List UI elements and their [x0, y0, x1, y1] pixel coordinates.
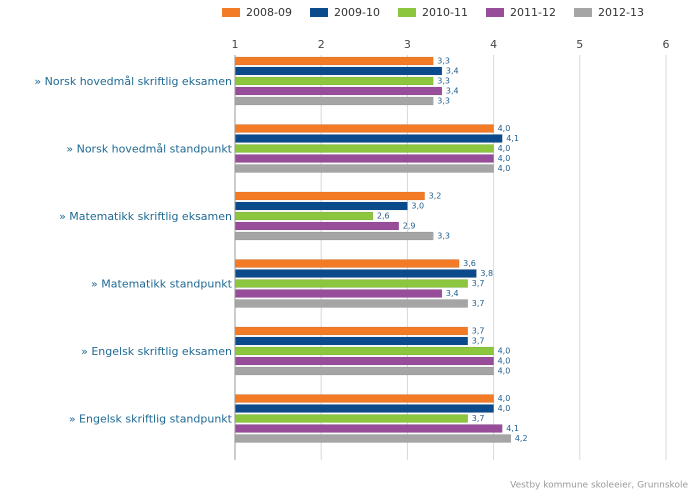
value-label: 3,3 [437, 77, 450, 86]
value-label: 3,7 [472, 279, 485, 288]
bar [234, 211, 374, 221]
value-label: 4,0 [498, 124, 511, 133]
category-label: » Matematikk standpunkt [91, 278, 233, 291]
value-label: 2,6 [377, 212, 390, 221]
x-tick-label: 6 [663, 38, 670, 51]
bar [234, 56, 434, 66]
bar [234, 221, 400, 231]
value-label: 3,3 [437, 232, 450, 241]
value-label: 3,3 [437, 97, 450, 106]
bar [234, 346, 494, 356]
value-label: 3,4 [446, 289, 459, 298]
bar [234, 394, 494, 403]
legend-swatch [398, 8, 416, 17]
bar [234, 366, 494, 376]
legend-swatch [222, 8, 240, 17]
value-label: 3,3 [437, 57, 450, 66]
legend-label: 2012-13 [598, 6, 644, 19]
value-label: 3,6 [463, 259, 476, 268]
value-label: 3,7 [472, 414, 485, 423]
bar [234, 336, 468, 346]
bar [234, 124, 494, 133]
value-label: 2,9 [403, 222, 416, 231]
value-label: 4,0 [498, 394, 511, 403]
category-label: » Norsk hovedmål standpunkt [66, 143, 232, 156]
category-label: » Engelsk skriftlig standpunkt [69, 413, 233, 426]
legend-swatch [574, 8, 592, 17]
bar [234, 356, 494, 366]
category-label: » Norsk hovedmål skriftlig eksamen [34, 75, 232, 88]
bar [234, 154, 494, 163]
bar [234, 404, 494, 413]
bar [234, 134, 503, 143]
value-label: 4,0 [498, 164, 511, 173]
bar [234, 424, 503, 433]
value-label: 4,0 [498, 367, 511, 376]
value-label: 4,0 [498, 154, 511, 163]
value-label: 4,1 [506, 134, 519, 143]
x-tick-label: 4 [490, 38, 497, 51]
x-tick-label: 3 [404, 38, 411, 51]
value-label: 3,4 [446, 67, 459, 76]
bar [234, 434, 512, 443]
value-label: 3,2 [429, 192, 442, 201]
value-label: 4,1 [506, 424, 519, 433]
legend-label: 2009-10 [334, 6, 380, 19]
bar [234, 66, 443, 76]
bar [234, 164, 494, 173]
legend-label: 2008-09 [246, 6, 292, 19]
bar [234, 279, 468, 288]
bar [234, 231, 434, 241]
value-label: 3,4 [446, 87, 459, 96]
legend-label: 2011-12 [510, 6, 556, 19]
bar [234, 201, 408, 211]
value-label: 3,7 [472, 337, 485, 346]
bar [234, 326, 468, 336]
bar [234, 259, 460, 268]
value-label: 4,0 [498, 347, 511, 356]
bar [234, 76, 434, 86]
bar [234, 96, 434, 106]
x-tick-label: 1 [232, 38, 239, 51]
value-label: 4,2 [515, 434, 528, 443]
value-label: 3,8 [480, 269, 493, 278]
value-label: 4,0 [498, 357, 511, 366]
category-label: » Engelsk skriftlig eksamen [81, 345, 232, 358]
bar [234, 144, 494, 153]
bar [234, 86, 443, 96]
bar [234, 414, 468, 423]
source: Vestby kommune skoleeier, Grunnskole [510, 481, 688, 491]
x-tick-label: 2 [318, 38, 325, 51]
bar [234, 289, 443, 298]
value-label: 4,0 [498, 404, 511, 413]
bar [234, 191, 425, 201]
value-label: 3,7 [472, 327, 485, 336]
legend-label: 2010-11 [422, 6, 468, 19]
value-label: 4,0 [498, 144, 511, 153]
legend-swatch [310, 8, 328, 17]
x-tick-label: 5 [576, 38, 583, 51]
value-label: 3,0 [411, 202, 424, 211]
legend-swatch [486, 8, 504, 17]
value-label: 3,7 [472, 299, 485, 308]
bar [234, 269, 477, 278]
bar [234, 299, 468, 308]
category-label: » Matematikk skriftlig eksamen [59, 210, 232, 223]
